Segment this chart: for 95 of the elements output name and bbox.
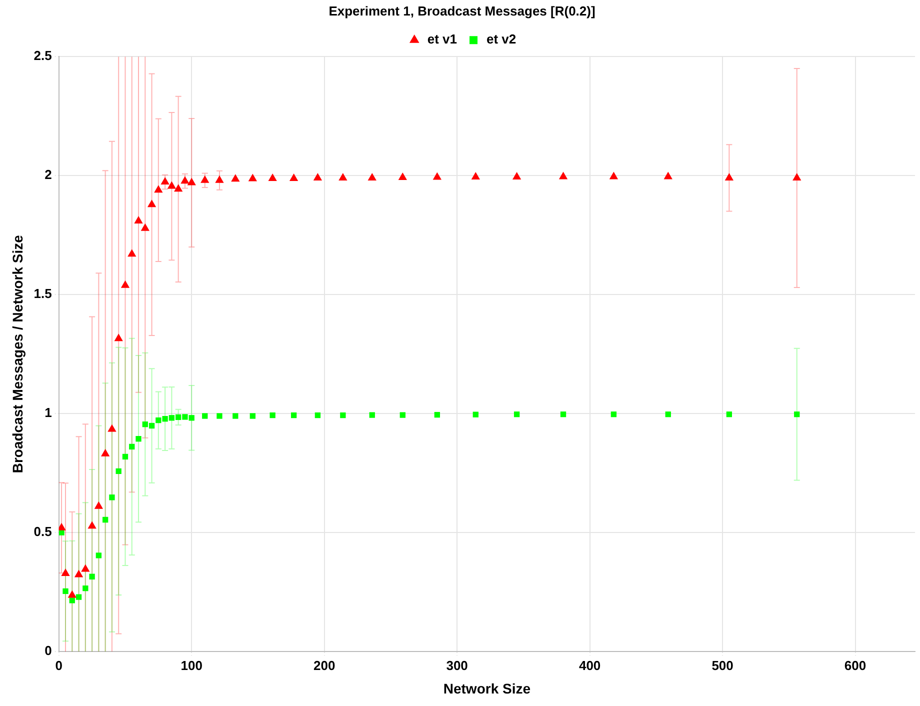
point [154, 185, 163, 193]
point [368, 172, 376, 180]
y-axis-title: Broadcast Messages / Network Size [9, 234, 26, 474]
point [664, 172, 672, 180]
point [148, 422, 155, 429]
point [610, 411, 617, 418]
point [514, 411, 520, 418]
point [794, 411, 800, 418]
point [81, 564, 90, 572]
point [168, 415, 175, 421]
x-tick-label: 500 [712, 658, 734, 673]
point [68, 590, 76, 598]
point [400, 412, 406, 418]
point [62, 588, 68, 594]
point [187, 178, 196, 186]
point [216, 413, 222, 419]
point [250, 413, 256, 419]
point [69, 598, 75, 604]
point [314, 412, 321, 418]
x-tick-label: 300 [446, 658, 468, 673]
point [82, 585, 88, 592]
point [665, 411, 671, 418]
y-tick-label: 1 [44, 405, 52, 420]
legend-label: et v1 [427, 32, 458, 47]
chart-title: Experiment 1, Broadcast Messages [R(0.2)] [328, 3, 596, 18]
point [102, 516, 108, 523]
point [313, 172, 322, 180]
point [61, 568, 70, 576]
point [108, 424, 116, 432]
point [558, 172, 568, 180]
point [724, 172, 734, 180]
point [398, 172, 407, 180]
point [290, 412, 297, 418]
point [248, 174, 257, 182]
point [142, 421, 148, 428]
point [160, 177, 170, 185]
point [232, 413, 238, 419]
point [792, 172, 802, 180]
point [120, 280, 130, 288]
y-tick-label: 2.5 [34, 48, 52, 64]
point [89, 574, 95, 580]
point [215, 175, 224, 183]
point [134, 216, 143, 224]
point [434, 412, 440, 418]
point [74, 570, 84, 578]
point [369, 412, 375, 418]
point [726, 411, 732, 418]
y-tick-label: 0.5 [34, 524, 52, 540]
x-tick-label: 400 [578, 658, 601, 673]
point [471, 172, 480, 180]
point [140, 223, 150, 231]
point [340, 412, 346, 418]
point [560, 411, 566, 418]
point [512, 172, 522, 180]
point [167, 181, 176, 189]
point [268, 173, 277, 181]
y-tick-label: 1.5 [34, 286, 52, 302]
point [609, 172, 618, 180]
point [116, 468, 122, 474]
y-tick-label: 2 [44, 167, 52, 182]
legend-label: et v2 [486, 32, 516, 47]
point [96, 552, 102, 558]
x-tick-label: 200 [313, 658, 336, 673]
point [76, 594, 82, 600]
point [182, 414, 188, 420]
point [180, 176, 190, 184]
point [188, 415, 194, 421]
point [129, 444, 135, 450]
x-axis-title: Network Size [443, 680, 531, 696]
point [270, 412, 276, 418]
point [472, 412, 478, 418]
point [114, 334, 123, 342]
point [156, 417, 162, 424]
x-tick-label: 100 [180, 658, 202, 673]
point [94, 501, 104, 509]
point [432, 172, 442, 180]
point [147, 200, 156, 208]
x-tick-label: 600 [844, 658, 866, 673]
point [162, 416, 168, 422]
point [88, 521, 96, 529]
point [200, 175, 210, 183]
point [136, 436, 142, 442]
point [128, 249, 136, 257]
point [338, 172, 348, 180]
point [202, 413, 208, 419]
point [176, 414, 182, 420]
point [289, 173, 298, 181]
point [122, 454, 128, 460]
point [109, 494, 115, 500]
point [58, 522, 66, 530]
point [231, 174, 240, 182]
point [101, 448, 110, 456]
x-tick-label: 0 [55, 658, 62, 673]
y-tick-label: 0 [44, 643, 52, 658]
point [174, 184, 183, 192]
